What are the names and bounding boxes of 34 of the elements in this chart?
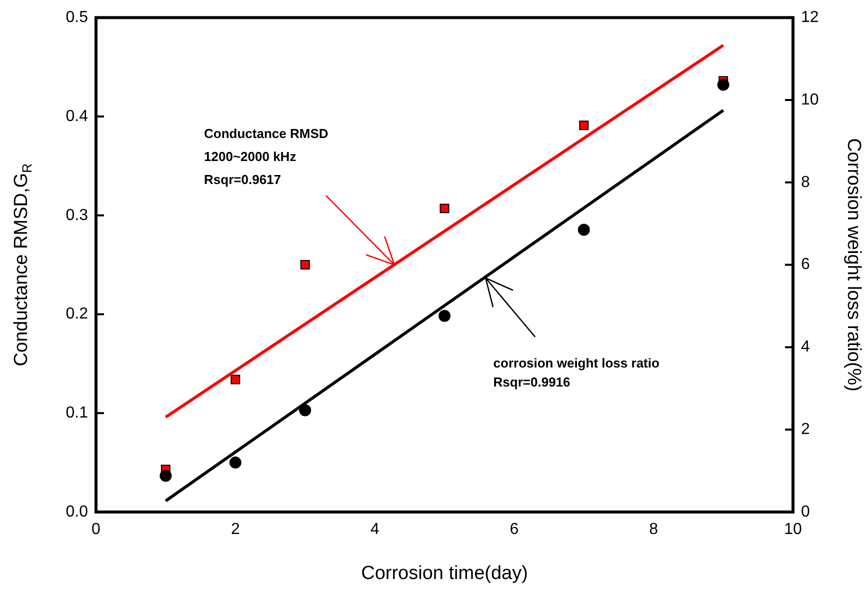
x-tick-label: 10 (784, 521, 802, 538)
y2-tick-label: 6 (801, 256, 810, 274)
point (440, 204, 450, 214)
y2-tick-label: 2 (801, 421, 810, 438)
point (578, 224, 590, 236)
annotation: corrosion weight loss ratio Rsqr=0.9916 (493, 355, 660, 390)
y-tick-label: 0.3 (66, 206, 88, 224)
x-tick-label: 2 (230, 521, 240, 538)
point (229, 456, 242, 469)
point (299, 404, 312, 416)
y2-tick-label: 4 (801, 338, 810, 356)
y-tick-label: 0.5 (66, 9, 88, 26)
y2-tick-label: 0 (801, 503, 810, 520)
point (438, 310, 450, 322)
x-tick-label: 8 (649, 521, 658, 538)
point (230, 374, 240, 384)
x-tick-label: 4 (370, 521, 380, 538)
point (579, 120, 589, 130)
x-tick-label: 6 (510, 521, 519, 538)
point (300, 260, 310, 270)
point (717, 78, 730, 91)
y2-axis-title: Corrosion weight loss ratio(%) (842, 138, 864, 392)
y-tick-label: 0.0 (66, 503, 88, 520)
y-tick-label: 0.2 (66, 306, 88, 323)
y2-tick-label: 8 (801, 174, 810, 191)
y-tick-label: 0.4 (66, 108, 88, 125)
y-axis-title: Conductance RMSD,GR (11, 163, 34, 366)
point (160, 470, 172, 482)
x-tick-label: 0 (92, 521, 101, 538)
y2-tick-label: 12 (801, 9, 819, 26)
y-tick-label: 0.1 (66, 404, 88, 422)
y2-tick-label: 10 (801, 91, 819, 108)
annotation: Conductance RMSD 1200~2000 kHz Rsqr=0.9617 (204, 126, 328, 187)
x-axis-title: Corrosion time(day) (361, 563, 528, 584)
